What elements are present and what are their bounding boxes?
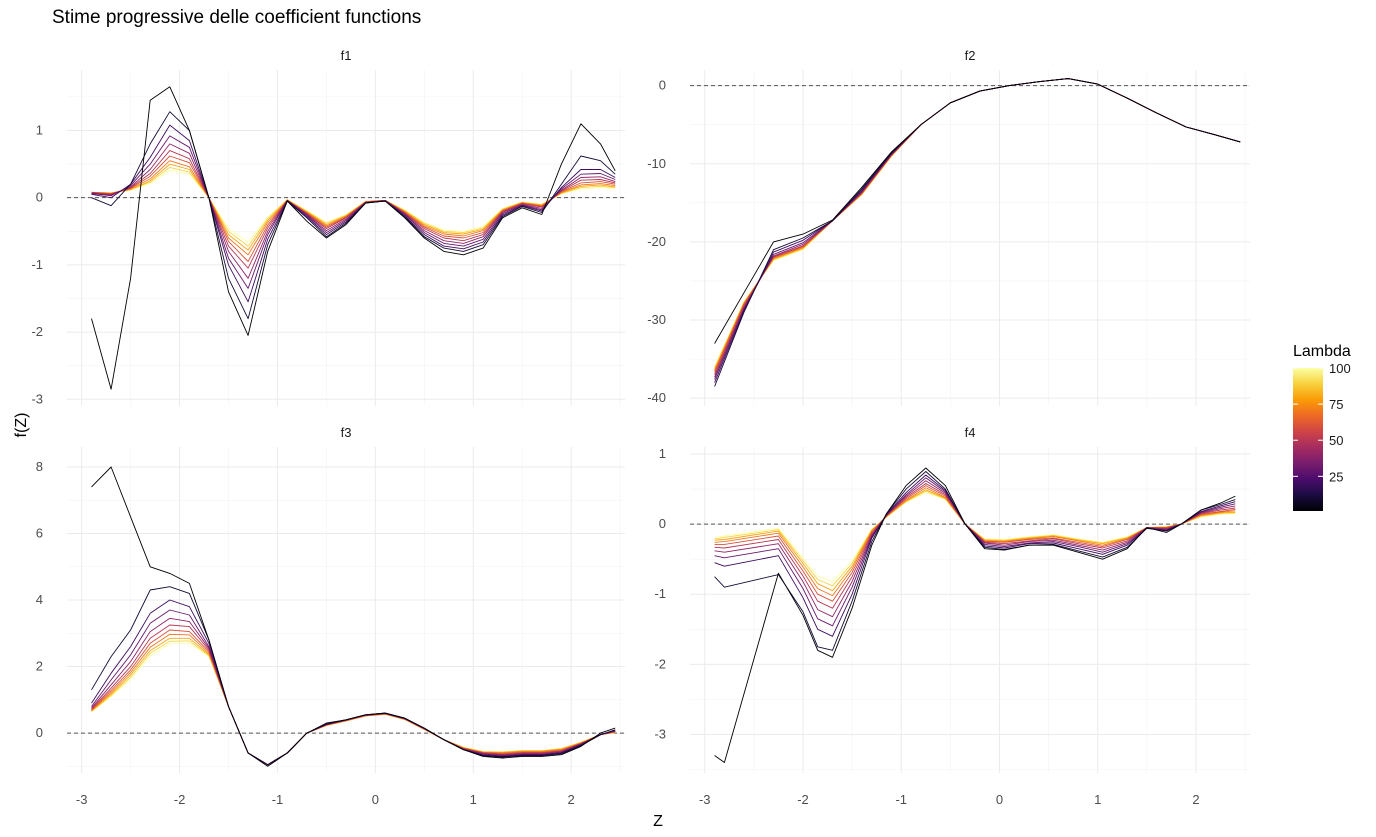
series-line-lambda-60 bbox=[714, 78, 1241, 373]
series-line-lambda-30 bbox=[714, 477, 1236, 627]
y-tick-label: -2 bbox=[31, 324, 43, 339]
series-line-lambda-80 bbox=[714, 489, 1236, 592]
legend-title: Lambda bbox=[1293, 343, 1351, 360]
legend-tick-label: 25 bbox=[1329, 469, 1343, 484]
x-tick-label: -3 bbox=[76, 792, 88, 807]
panel-strip-label: f1 bbox=[341, 48, 352, 63]
series-line-lambda-30 bbox=[91, 135, 616, 289]
series-line-lambda-20 bbox=[91, 124, 616, 303]
y-tick-label: -40 bbox=[647, 390, 666, 405]
y-tick-label: -3 bbox=[654, 726, 666, 741]
y-tick-label: 0 bbox=[659, 516, 666, 531]
legend-colorbar bbox=[1293, 368, 1323, 511]
series-line-lambda-1 bbox=[91, 466, 616, 767]
legend-tick-label: 50 bbox=[1329, 433, 1343, 448]
panel-f4: f4 -3 -2 -1 0 1 -3 -2 -1 0 1 2 bbox=[654, 425, 1250, 807]
x-tick-label: 2 bbox=[1192, 792, 1199, 807]
x-tick-label: -1 bbox=[895, 792, 907, 807]
series-line-lambda-40 bbox=[91, 143, 616, 279]
y-tick-label: -1 bbox=[654, 586, 666, 601]
panel-f3: f3 0 2 4 6 8 -3 -2 -1 0 1 2 bbox=[36, 425, 625, 807]
panel-strip-label: f3 bbox=[341, 425, 352, 440]
y-tick-label: 8 bbox=[36, 459, 43, 474]
series-line-lambda-70 bbox=[714, 78, 1241, 371]
series-line-lambda-50 bbox=[91, 150, 616, 269]
y-axis-title: f(Z) bbox=[13, 413, 30, 438]
x-tick-label: -3 bbox=[699, 792, 711, 807]
series-line-lambda-90 bbox=[91, 640, 616, 766]
y-tick-label: -10 bbox=[647, 156, 666, 171]
legend-tick-label: 75 bbox=[1329, 397, 1343, 412]
legend: Lambda 25 50 75 100 bbox=[1293, 343, 1351, 511]
x-tick-label: 0 bbox=[372, 792, 379, 807]
series-line-lambda-60 bbox=[714, 485, 1236, 602]
series-line-lambda-60 bbox=[91, 629, 616, 766]
series-line-lambda-90 bbox=[91, 166, 616, 247]
y-tick-label: 1 bbox=[659, 446, 666, 461]
y-tick-label: 4 bbox=[36, 592, 43, 607]
series-line-lambda-100 bbox=[91, 642, 616, 766]
x-tick-label: 2 bbox=[568, 792, 575, 807]
y-tick-label: 2 bbox=[36, 659, 43, 674]
series-line-lambda-80 bbox=[91, 637, 616, 766]
x-tick-label: 0 bbox=[996, 792, 1003, 807]
series-line-lambda-1 bbox=[714, 467, 1236, 763]
series-line-lambda-40 bbox=[91, 617, 616, 766]
y-tick-label: -1 bbox=[31, 257, 43, 272]
y-tick-label: -3 bbox=[31, 391, 43, 406]
panel-strip-label: f2 bbox=[965, 48, 976, 63]
y-tick-label: -30 bbox=[647, 312, 666, 327]
series-line-lambda-60 bbox=[91, 155, 616, 262]
series-line-lambda-1 bbox=[91, 86, 616, 390]
series-line-lambda-30 bbox=[714, 78, 1241, 380]
series-line-lambda-80 bbox=[714, 78, 1241, 370]
series-line-lambda-40 bbox=[714, 480, 1236, 618]
y-tick-label: -2 bbox=[654, 656, 666, 671]
y-tick-label: 0 bbox=[659, 78, 666, 93]
y-tick-label: 0 bbox=[36, 725, 43, 740]
y-tick-label: 6 bbox=[36, 525, 43, 540]
panel-strip-label: f4 bbox=[965, 425, 976, 440]
series-line-lambda-70 bbox=[91, 633, 616, 766]
x-axis-title: Z bbox=[653, 813, 663, 830]
series-line-lambda-40 bbox=[714, 78, 1241, 378]
series-line-lambda-10 bbox=[91, 586, 616, 766]
legend-tick-label: 100 bbox=[1329, 361, 1351, 376]
x-tick-label: -2 bbox=[174, 792, 186, 807]
series-line-lambda-20 bbox=[714, 474, 1236, 637]
y-tick-label: 0 bbox=[36, 190, 43, 205]
series-line-lambda-10 bbox=[91, 111, 616, 320]
y-tick-label: 1 bbox=[36, 122, 43, 137]
series-line-lambda-20 bbox=[714, 78, 1241, 383]
panel-f2: f2 -40 -30 -20 -10 0 bbox=[647, 48, 1250, 406]
series-line-lambda-50 bbox=[91, 624, 616, 766]
series-line-lambda-50 bbox=[714, 78, 1241, 375]
panel-f1: f1 -3 -2 -1 0 1 bbox=[31, 48, 625, 406]
y-tick-label: -20 bbox=[647, 234, 666, 249]
x-tick-label: -2 bbox=[797, 792, 809, 807]
x-tick-label: 1 bbox=[470, 792, 477, 807]
series-line-lambda-1 bbox=[714, 78, 1241, 344]
series-line-lambda-90 bbox=[714, 78, 1241, 368]
x-tick-label: 1 bbox=[1094, 792, 1101, 807]
chart-title: Stime progressive delle coefficient func… bbox=[52, 7, 422, 28]
series-line-lambda-100 bbox=[714, 78, 1241, 368]
x-tick-label: -1 bbox=[272, 792, 284, 807]
